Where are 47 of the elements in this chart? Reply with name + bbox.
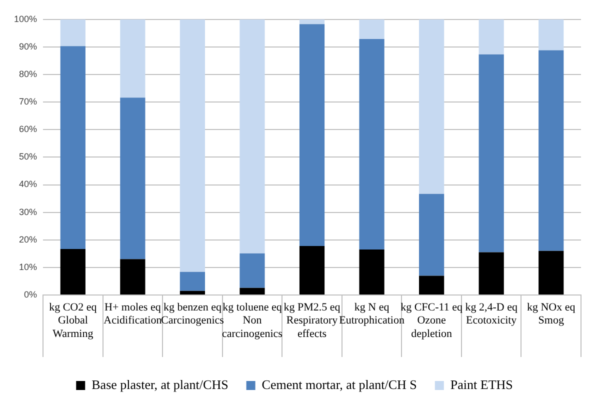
legend-label: Base plaster, at plant/CHS: [92, 376, 228, 392]
y-tick-label: 20%: [19, 234, 38, 244]
x-tick-label: kg PM2.5 eq Respiratory effects: [284, 301, 341, 340]
bar: [478, 54, 504, 252]
bar: [120, 19, 146, 98]
bar: [538, 250, 564, 294]
bar: [478, 252, 504, 294]
y-tick-label: 70%: [19, 96, 38, 107]
x-tick-label: kg NOx eq Smog: [526, 301, 576, 327]
y-tick-label: 10%: [19, 262, 38, 272]
bar: [359, 38, 384, 250]
bar: [299, 246, 325, 294]
bar: [419, 194, 444, 276]
bar: [60, 248, 86, 294]
x-tick-label: kg CO2 eq Global Warming: [49, 301, 98, 340]
bar: [240, 253, 265, 288]
bar: [180, 19, 206, 272]
bar: [240, 19, 265, 254]
bar: [419, 19, 444, 194]
bar: [120, 259, 146, 294]
bar: [180, 290, 206, 294]
y-tick-label: 90%: [19, 41, 38, 52]
bar: [359, 19, 384, 39]
bar: [240, 288, 265, 294]
bar: [419, 276, 444, 294]
y-tick-label: 80%: [19, 69, 38, 80]
y-tick-label: 60%: [19, 124, 38, 134]
x-tick-label: H+ moles eq Acidification: [104, 301, 162, 327]
x-tick-label: kg toluene eq Non carcinogenics: [222, 301, 282, 340]
y-tick-label: 50%: [19, 152, 38, 162]
bar: [299, 19, 325, 24]
y-tick-label: 0%: [24, 289, 38, 300]
legend-label: Paint ETHS: [450, 376, 513, 392]
x-tick-label: kg 2,4-D eq Ecotoxicity: [465, 301, 518, 327]
y-tick-label: 30%: [19, 206, 38, 217]
bar: [538, 19, 564, 50]
legend-label: Cement mortar, at plant/CH S: [262, 376, 417, 392]
y-tick-label: 40%: [19, 179, 38, 190]
y-tick-label: 100%: [14, 14, 38, 24]
bar: [478, 19, 504, 54]
bar: [60, 19, 86, 46]
bar: [359, 250, 384, 294]
bar: [60, 46, 86, 249]
bar: [538, 50, 564, 251]
bar: [299, 24, 325, 246]
bar: [180, 272, 206, 291]
bar: [120, 98, 146, 260]
